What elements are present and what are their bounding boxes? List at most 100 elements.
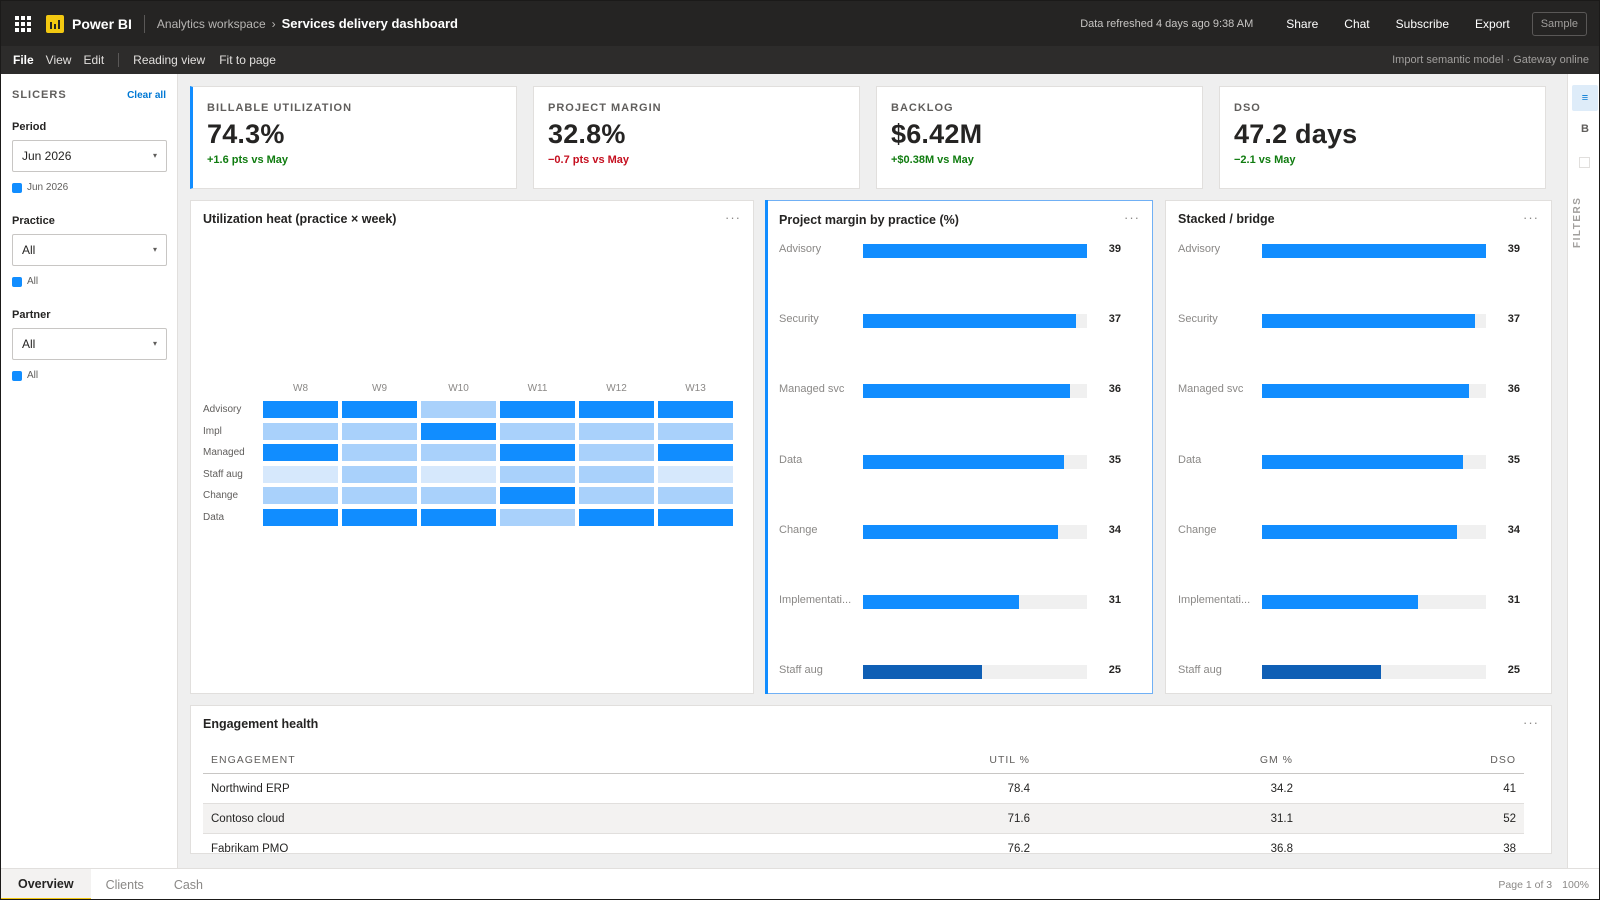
- heatmap-cell[interactable]: [342, 444, 417, 462]
- app-name[interactable]: Power BI: [72, 15, 132, 32]
- engagement-health-card[interactable]: Engagement health ··· ENGAGEMENT UTIL % …: [190, 705, 1552, 854]
- heatmap-cell[interactable]: [579, 422, 654, 440]
- heatmap-cell[interactable]: [263, 465, 338, 483]
- heatmap-cell[interactable]: [500, 509, 575, 526]
- edit-menu[interactable]: Edit: [83, 53, 105, 67]
- heatmap-cell[interactable]: [658, 401, 733, 418]
- heatmap-cell[interactable]: [342, 401, 417, 418]
- breadcrumb-workspace[interactable]: Analytics workspace: [156, 16, 266, 31]
- bridge-bar[interactable]: [1262, 384, 1469, 399]
- partner-chip[interactable]: All: [12, 370, 166, 381]
- column-header-engagement[interactable]: ENGAGEMENT: [211, 753, 296, 766]
- heatmap-cell[interactable]: [421, 509, 496, 526]
- heatmap-cell[interactable]: [579, 401, 654, 418]
- column-header-gm[interactable]: GM %: [1259, 753, 1293, 766]
- heatmap-cell[interactable]: [263, 444, 338, 462]
- column-header-dso[interactable]: DSO: [1490, 753, 1516, 766]
- kpi-card-project-margin[interactable]: PROJECT MARGIN 32.8% −0.7 pts vs May: [533, 86, 860, 189]
- margin-bar[interactable]: [863, 595, 1019, 609]
- heatmap-cell[interactable]: [658, 465, 733, 483]
- margin-bar[interactable]: [863, 524, 1058, 539]
- heatmap-cell[interactable]: [421, 401, 496, 418]
- table-row[interactable]: Fabrikam PMO 76.2 36.8 38: [203, 834, 1524, 854]
- heatmap-cell[interactable]: [421, 444, 496, 462]
- practice-dropdown[interactable]: All ▾: [12, 234, 167, 266]
- heatmap-practice-label: Managed: [203, 447, 245, 459]
- heatmap-cell[interactable]: [579, 509, 654, 526]
- heatmap-cell[interactable]: [342, 465, 417, 483]
- heatmap-cell[interactable]: [500, 401, 575, 418]
- heatmap-cell[interactable]: [579, 444, 654, 462]
- export-button[interactable]: Export: [1475, 16, 1510, 31]
- margin-bar[interactable]: [863, 314, 1076, 329]
- heatmap-cell[interactable]: [342, 487, 417, 505]
- fit-to-page-button[interactable]: Fit to page: [219, 53, 276, 67]
- zoom-level[interactable]: 100%: [1562, 879, 1589, 891]
- bridge-category-label: Change: [1178, 523, 1217, 536]
- margin-category-label: Change: [779, 523, 818, 536]
- practice-chip[interactable]: All: [12, 276, 166, 287]
- margin-bar[interactable]: [863, 384, 1070, 399]
- table-row[interactable]: Contoso cloud 71.6 31.1 52: [203, 804, 1524, 834]
- visualizations-pane-button[interactable]: ≡: [1572, 85, 1598, 111]
- heatmap-cell[interactable]: [421, 422, 496, 440]
- chat-button[interactable]: Chat: [1344, 16, 1370, 31]
- heatmap-cell[interactable]: [579, 465, 654, 483]
- utilization-heatmap-card[interactable]: Utilization heat (practice × week) ··· W…: [190, 200, 754, 694]
- heatmap-cell[interactable]: [579, 487, 654, 505]
- bookmarks-pane-button[interactable]: B: [1581, 123, 1589, 135]
- selection-pane-icon[interactable]: [1579, 157, 1590, 168]
- more-options-icon[interactable]: ···: [1124, 210, 1140, 225]
- heatmap-cell[interactable]: [421, 487, 496, 505]
- margin-bar[interactable]: [863, 244, 1087, 258]
- margin-bar[interactable]: [863, 665, 982, 680]
- bridge-bar[interactable]: [1262, 595, 1418, 609]
- margin-bar[interactable]: [863, 454, 1064, 469]
- period-chip[interactable]: Jun 2026: [12, 182, 166, 193]
- heatmap-cell[interactable]: [500, 444, 575, 462]
- tab-clients[interactable]: Clients: [105, 878, 144, 892]
- bridge-bar[interactable]: [1262, 314, 1475, 329]
- app-launcher-button[interactable]: [1, 1, 45, 46]
- period-dropdown[interactable]: Jun 2026 ▾: [12, 140, 167, 172]
- heatmap-cell[interactable]: [421, 465, 496, 483]
- heatmap-cell[interactable]: [658, 509, 733, 526]
- heatmap-cell[interactable]: [263, 422, 338, 440]
- heatmap-cell[interactable]: [658, 487, 733, 505]
- heatmap-cell[interactable]: [658, 444, 733, 462]
- reading-view-button[interactable]: Reading view: [133, 53, 206, 67]
- bridge-bar[interactable]: [1262, 524, 1457, 539]
- kpi-card-dso[interactable]: DSO 47.2 days −2.1 vs May: [1219, 86, 1546, 189]
- heatmap-cell[interactable]: [263, 509, 338, 526]
- more-options-icon[interactable]: ···: [725, 210, 741, 225]
- view-menu[interactable]: View: [45, 53, 72, 67]
- project-margin-chart-card[interactable]: Project margin by practice (%) ··· Advis…: [765, 200, 1153, 694]
- more-options-icon[interactable]: ···: [1523, 210, 1539, 225]
- clear-all-link[interactable]: Clear all: [127, 89, 166, 101]
- heatmap-cell[interactable]: [263, 487, 338, 505]
- partner-dropdown[interactable]: All ▾: [12, 328, 167, 360]
- stacked-bridge-chart-card[interactable]: Stacked / bridge ··· Advisory 39 Security 3…: [1165, 200, 1552, 694]
- heatmap-cell[interactable]: [500, 465, 575, 483]
- more-options-icon[interactable]: ···: [1523, 715, 1539, 730]
- heatmap-cell[interactable]: [342, 422, 417, 440]
- filters-pane-toggle[interactable]: FILTERS: [1572, 196, 1583, 248]
- column-header-util[interactable]: UTIL %: [989, 753, 1030, 766]
- tab-cash[interactable]: Cash: [173, 878, 203, 892]
- bridge-bar[interactable]: [1262, 244, 1486, 258]
- kpi-card-backlog[interactable]: BACKLOG $6.42M +$0.38M vs May: [876, 86, 1203, 189]
- heatmap-cell[interactable]: [658, 422, 733, 440]
- margin-data-label: 31: [1108, 594, 1121, 606]
- file-menu[interactable]: File: [13, 53, 34, 67]
- tab-overview[interactable]: Overview: [1, 869, 91, 899]
- share-button[interactable]: Share: [1286, 16, 1319, 31]
- bridge-bar[interactable]: [1262, 454, 1463, 469]
- kpi-card-billable-utilization[interactable]: BILLABLE UTILIZATION 74.3% +1.6 pts vs M…: [190, 86, 517, 189]
- table-row[interactable]: Northwind ERP 78.4 34.2 41: [203, 774, 1524, 804]
- heatmap-cell[interactable]: [500, 422, 575, 440]
- heatmap-cell[interactable]: [500, 487, 575, 505]
- heatmap-cell[interactable]: [263, 401, 338, 418]
- subscribe-button[interactable]: Subscribe: [1395, 16, 1450, 31]
- bridge-bar[interactable]: [1262, 665, 1381, 680]
- heatmap-cell[interactable]: [342, 509, 417, 526]
